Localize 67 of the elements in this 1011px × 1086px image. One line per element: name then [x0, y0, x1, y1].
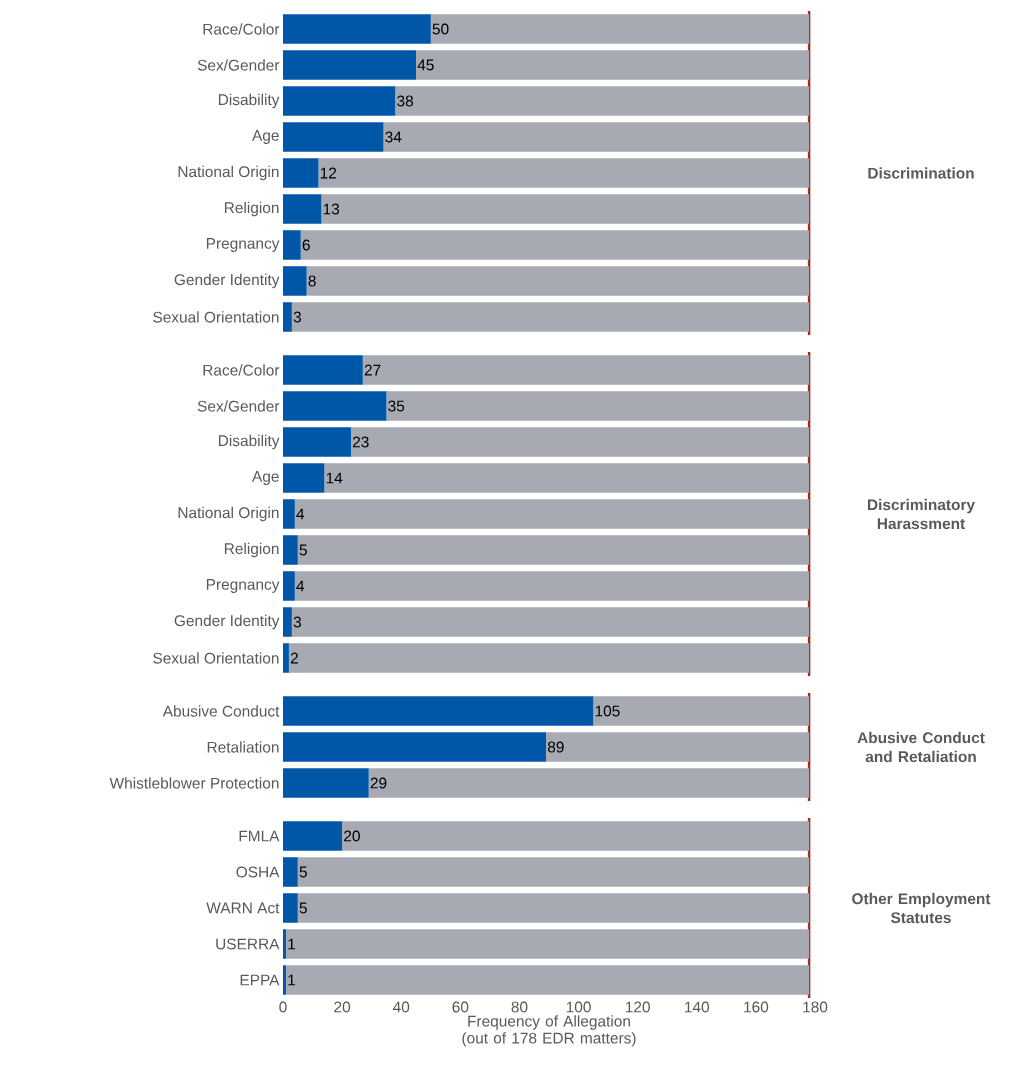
data-label: 45 — [417, 59, 434, 71]
y-tick-label: Age — [252, 130, 279, 144]
y-tick-label: Disability — [218, 434, 280, 450]
y-tick-label: WARN Act — [206, 902, 280, 914]
data-label: 89 — [547, 741, 564, 753]
y-tick-label: Pregnancy — [206, 238, 280, 252]
y-tick-label: Sex/Gender — [197, 400, 280, 412]
y-tick-label: Sex/Gender — [197, 59, 280, 71]
y-tick-label: OSHA — [236, 866, 280, 878]
data-label: 14 — [326, 472, 343, 484]
data-label: 4 — [296, 580, 305, 592]
y-tick-label: FMLA — [239, 830, 280, 842]
data-label: 6 — [302, 239, 310, 251]
y-tick-label: Religion — [224, 201, 279, 217]
y-tick-label: Pregnancy — [206, 579, 280, 593]
x-tick-label: 20 — [334, 1001, 351, 1013]
data-label: 29 — [370, 777, 387, 789]
y-tick-label: Gender Identity — [174, 273, 280, 289]
data-label: 8 — [308, 275, 316, 287]
data-label: 27 — [364, 364, 381, 376]
data-label: 38 — [397, 95, 414, 107]
y2-axis-title: Discriminatory Harassment — [867, 498, 975, 530]
data-label: 50 — [432, 23, 449, 35]
data-label: 12 — [320, 167, 337, 179]
x-tick-label: 140 — [685, 1001, 710, 1013]
y-tick-label: Whistleblower Protection — [109, 777, 279, 789]
y-tick-label: Abusive Conduct — [162, 705, 280, 717]
x-tick-label: 80 — [511, 1001, 528, 1013]
y-tick-label: Age — [252, 471, 279, 485]
y-tick-label: National Origin — [178, 165, 279, 181]
x-tick-label: 40 — [393, 1001, 410, 1013]
data-label: 35 — [388, 400, 405, 412]
y-tick-label: Race/Color — [203, 23, 280, 35]
y2-axis-title: Abusive Conduct and Retaliation — [857, 731, 985, 763]
x-tick-label: 0 — [279, 1001, 287, 1013]
y-tick-label: Retaliation — [207, 741, 279, 753]
data-label: 34 — [385, 131, 402, 143]
x-tick-label: 120 — [625, 1001, 650, 1013]
data-label: 5 — [299, 866, 307, 878]
data-label: 5 — [299, 902, 307, 914]
y-tick-label: Sexual Orientation — [153, 652, 279, 664]
y-tick-label: Sexual Orientation — [153, 311, 279, 323]
data-label: 4 — [296, 508, 305, 520]
x-tick-label: 60 — [452, 1001, 469, 1013]
data-label: 3 — [293, 311, 301, 323]
y-tick-label: National Origin — [178, 506, 279, 522]
data-label: 1 — [288, 974, 295, 986]
x-tick-label: 180 — [803, 1001, 828, 1013]
y-tick-label: Race/Color — [203, 364, 280, 376]
y-tick-label: EPPA — [240, 974, 280, 986]
data-label: 20 — [344, 830, 360, 842]
data-label: 1 — [288, 938, 295, 950]
data-label: 3 — [293, 616, 301, 628]
y-tick-label: Gender Identity — [174, 614, 280, 630]
y-tick-label: Religion — [224, 542, 279, 558]
data-label: 5 — [299, 544, 307, 556]
data-label: 105 — [595, 705, 620, 717]
data-label: 23 — [352, 436, 369, 448]
x-tick-label: 100 — [566, 1001, 591, 1013]
data-label: 13 — [323, 203, 340, 215]
y2-axis-title: Other Employment Statutes — [852, 892, 991, 924]
y-tick-label: USERRA — [216, 938, 280, 950]
x-axis-title: Frequency of Allegation (out of 178 EDR matters) — [462, 1015, 636, 1047]
x-tick-label: 160 — [744, 1001, 769, 1013]
y2-axis-title: Discrimination — [868, 167, 974, 179]
y-tick-label: Disability — [218, 93, 280, 109]
data-label: 2 — [290, 652, 298, 664]
